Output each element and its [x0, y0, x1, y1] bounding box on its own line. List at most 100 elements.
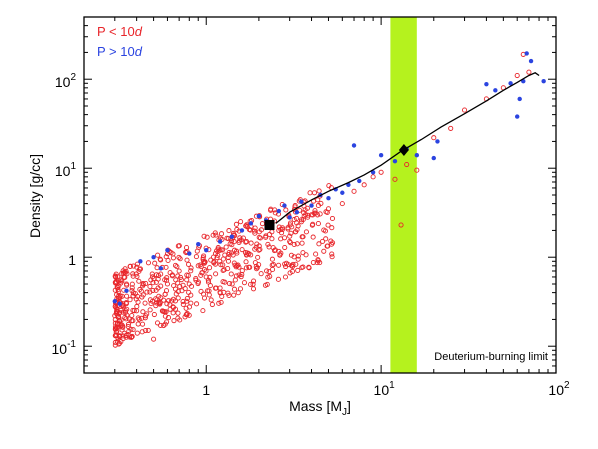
red-point: [163, 264, 169, 270]
red-point: [219, 247, 225, 253]
red-point: [294, 215, 300, 221]
red-point: [136, 316, 142, 322]
red-point: [213, 271, 219, 277]
red-point: [144, 289, 150, 295]
model-curve: [275, 72, 540, 224]
x-tick-label: 102: [548, 380, 570, 398]
red-point: [176, 254, 182, 260]
red-point: [134, 261, 140, 267]
red-point: [339, 201, 345, 207]
red-point: [164, 319, 170, 325]
blue-point: [524, 51, 529, 56]
y-axis-title: Density [g/cc]: [27, 154, 43, 238]
red-point: [112, 342, 118, 348]
red-point: [325, 222, 331, 228]
blue-point: [435, 139, 440, 144]
red-point: [167, 270, 173, 276]
red-point: [289, 268, 295, 274]
red-point: [329, 225, 335, 231]
red-point: [154, 297, 160, 303]
red-point: [236, 238, 243, 244]
red-point: [266, 244, 272, 250]
blue-point: [204, 247, 209, 253]
red-point: [204, 234, 210, 240]
red-point: [202, 259, 208, 265]
red-point: [177, 283, 183, 290]
red-point: [253, 244, 259, 250]
red-point: [123, 308, 129, 314]
red-point: [118, 277, 124, 283]
red-point: [282, 261, 288, 267]
red-point: [211, 259, 217, 265]
red-point: [217, 247, 223, 254]
red-point: [183, 305, 189, 311]
red-point: [285, 225, 291, 231]
red-point: [123, 301, 129, 307]
red-point: [140, 309, 146, 315]
red-point: [220, 279, 226, 285]
red-point: [220, 262, 226, 268]
red-point: [118, 307, 124, 314]
red-point: [271, 247, 278, 254]
red-point: [298, 217, 305, 223]
red-point: [414, 167, 420, 173]
red-point: [188, 292, 194, 298]
red-point: [148, 301, 154, 307]
red-point: [177, 256, 183, 262]
red-point: [448, 125, 454, 131]
red-point: [404, 161, 410, 168]
red-point: [259, 221, 266, 227]
red-point: [225, 258, 232, 264]
red-point: [248, 240, 254, 246]
red-point: [255, 254, 261, 260]
red-point: [127, 263, 133, 270]
red-point: [329, 254, 335, 260]
red-point: [201, 266, 208, 273]
red-point: [153, 287, 159, 293]
red-point: [124, 293, 130, 299]
red-point: [526, 69, 532, 75]
red-point: [115, 314, 121, 320]
red-point: [135, 315, 141, 321]
red-point: [325, 243, 331, 249]
red-point: [222, 252, 228, 258]
red-point: [154, 300, 160, 306]
red-point: [320, 238, 326, 244]
red-point: [225, 254, 231, 261]
red-point: [118, 280, 124, 286]
model-curve-layer: [275, 72, 540, 224]
red-point: [184, 310, 190, 317]
red-point: [112, 287, 118, 293]
red-point: [323, 236, 329, 242]
red-point: [129, 285, 135, 291]
blue-point: [158, 266, 164, 271]
red-point: [120, 333, 126, 339]
red-point: [310, 234, 316, 240]
red-point: [303, 212, 309, 218]
red-point: [113, 325, 119, 331]
red-point: [131, 308, 137, 314]
red-point: [233, 273, 239, 279]
red-point: [148, 277, 154, 283]
red-point: [155, 276, 161, 282]
red-point: [269, 236, 275, 242]
red-point: [160, 308, 166, 314]
red-point: [392, 176, 398, 182]
red-point: [186, 261, 192, 267]
red-point: [315, 257, 321, 263]
blue-point: [112, 299, 117, 304]
red-point: [182, 286, 188, 292]
red-point: [139, 329, 145, 335]
red-point: [217, 258, 223, 264]
red-point: [218, 299, 224, 305]
red-point: [184, 245, 190, 251]
red-point: [269, 256, 275, 262]
red-point: [207, 274, 213, 280]
red-point: [129, 281, 135, 287]
red-point: [228, 271, 234, 277]
red-point: [209, 301, 215, 308]
red-point: [178, 274, 184, 280]
red-point: [228, 250, 235, 256]
red-point: [126, 334, 133, 340]
red-point: [312, 208, 318, 214]
